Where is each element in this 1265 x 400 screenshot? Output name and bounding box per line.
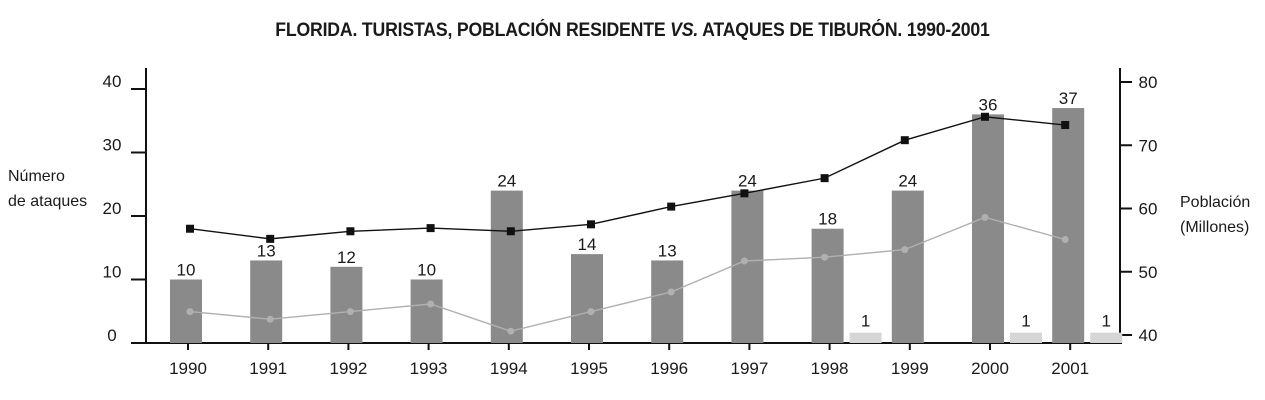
x-tick-label: 1995	[570, 359, 608, 378]
secondary-bar	[849, 332, 882, 343]
residents-point	[901, 246, 909, 254]
attack-bar	[891, 190, 924, 343]
residents-point	[667, 288, 675, 296]
y-axis-right-label: Población (Millones)	[1180, 190, 1250, 240]
y-axis-right-label-line1: Población	[1180, 194, 1251, 211]
attack-bar-label: 13	[257, 241, 276, 260]
residents-point	[427, 300, 435, 308]
attack-bar-label: 36	[979, 95, 998, 114]
x-tick-label: 2000	[971, 359, 1009, 378]
attack-bar	[571, 254, 603, 343]
residents-point	[346, 308, 354, 316]
y-right-tick-label: 80	[1139, 73, 1158, 92]
residents-point	[1061, 235, 1069, 243]
x-tick-label: 1999	[891, 359, 929, 378]
tourists-point	[820, 174, 829, 183]
secondary-bar-label: 1	[1101, 312, 1110, 331]
attack-bar	[410, 279, 443, 343]
tourists-point	[186, 224, 194, 233]
residents-point	[507, 327, 515, 335]
attack-bar-label: 37	[1059, 89, 1078, 108]
attack-bar-label: 13	[658, 241, 677, 260]
attack-bar	[170, 279, 202, 343]
title-vs: VS.	[670, 20, 699, 41]
attack-bar-label: 24	[497, 172, 516, 191]
x-tick-label: 2001	[1051, 359, 1089, 378]
y-right-tick-label: 50	[1139, 263, 1158, 282]
y-left-tick-label: 0	[107, 326, 116, 345]
y-right-tick-label: 40	[1139, 326, 1158, 345]
y-axis-left-label-line2: de ataques	[8, 193, 88, 210]
residents-point	[821, 253, 829, 261]
tourists-point	[506, 227, 515, 236]
tourists-point	[1061, 121, 1070, 130]
y-left-tick-label: 30	[103, 136, 122, 155]
x-tick-label: 1996	[650, 359, 688, 378]
attack-bar-label: 12	[337, 248, 356, 267]
attack-bar	[330, 266, 363, 343]
residents-point	[740, 257, 748, 265]
attack-bar	[731, 190, 764, 343]
residents-point	[981, 213, 989, 221]
tourists-point	[587, 220, 595, 229]
x-tick-label: 1997	[730, 359, 768, 378]
y-right-tick-label: 70	[1139, 136, 1158, 155]
tourists-point	[266, 234, 275, 243]
attack-bar-label: 24	[898, 172, 917, 191]
tourists-point	[900, 136, 909, 145]
residents-point	[186, 308, 194, 316]
attack-bar	[1052, 108, 1085, 343]
attack-bar-label: 10	[177, 261, 196, 280]
tourists-point	[740, 189, 749, 198]
attack-bar-label: 14	[578, 235, 597, 254]
attack-bar	[972, 114, 1004, 344]
residents-line	[189, 216, 1066, 332]
attack-bar	[250, 260, 283, 343]
attack-bar	[490, 190, 523, 343]
x-tick-label: 1991	[249, 359, 287, 378]
attack-bar-label: 24	[738, 172, 757, 191]
attack-bar-label: 10	[417, 261, 436, 280]
attack-bar	[811, 228, 844, 343]
chart-title: FLORIDA. TURISTAS, POBLACIÓN RESIDENTE V…	[44, 20, 1220, 42]
x-tick-label: 1998	[811, 359, 849, 378]
y-axis-left-label-line1: Número	[8, 168, 65, 185]
y-left-tick-label: 40	[103, 72, 122, 91]
x-tick-label: 1994	[490, 359, 528, 378]
x-tick-label: 1993	[410, 359, 448, 378]
residents-point	[587, 308, 595, 316]
tourists-point	[426, 224, 435, 233]
tourists-point	[346, 227, 355, 236]
residents-point	[266, 315, 274, 323]
x-tick-label: 1990	[169, 359, 207, 378]
title-part2: ATAQUES DE TIBURÓN. 1990-2001	[698, 20, 990, 41]
tourists-line	[189, 116, 1066, 240]
tourists-point	[981, 112, 989, 121]
y-left-tick-label: 10	[103, 263, 122, 282]
y-left-tick-label: 20	[103, 199, 122, 218]
attack-bar-label: 18	[818, 210, 837, 229]
secondary-bar-label: 1	[1021, 312, 1030, 331]
secondary-bar	[1090, 332, 1123, 343]
attack-bar	[651, 260, 684, 343]
y-right-tick-label: 60	[1139, 200, 1158, 219]
secondary-bar-label: 1	[861, 312, 870, 331]
x-tick-label: 1992	[329, 359, 367, 378]
y-axis-left-label: Número de ataques	[8, 164, 87, 214]
tourists-point	[667, 202, 676, 211]
title-part1: FLORIDA. TURISTAS, POBLACIÓN RESIDENTE	[275, 20, 671, 41]
y-axis-right-label-line2: (Millones)	[1180, 219, 1250, 236]
secondary-bar	[1010, 332, 1042, 343]
